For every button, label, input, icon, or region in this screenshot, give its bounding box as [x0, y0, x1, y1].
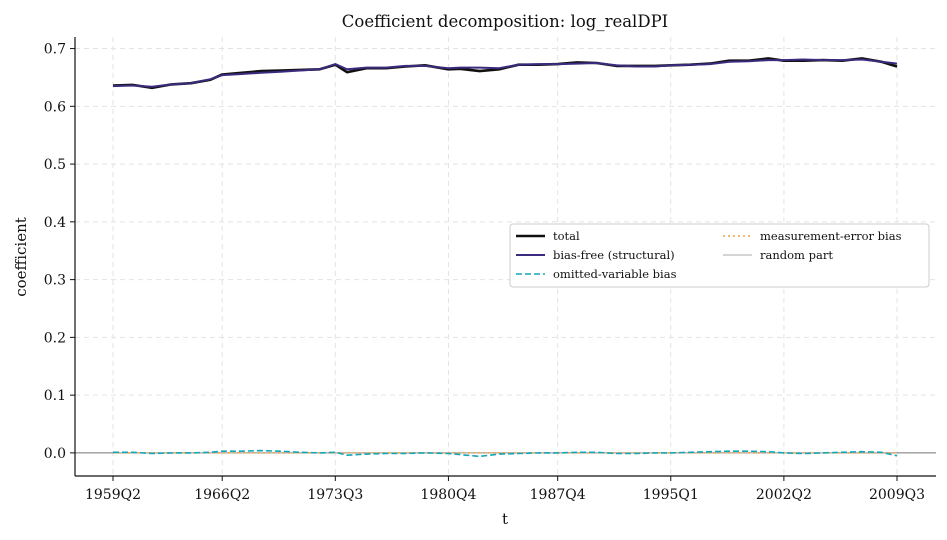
series-line-total [112, 57, 898, 90]
legend: total bias-free (structural) omitted-varia… [509, 223, 930, 288]
y-tick-label: 0.3 [44, 273, 66, 289]
chart-title: Coefficient decomposition: log_realDPI [342, 12, 668, 31]
series-lines [112, 57, 898, 458]
y-tick-label: 0.1 [44, 388, 66, 404]
y-tick-label: 0.4 [44, 215, 66, 231]
x-tick-label: 1959Q2 [85, 487, 141, 503]
legend-box [509, 223, 930, 288]
y-tick-label: 0.2 [44, 330, 66, 346]
x-tick-label: 1980Q4 [420, 487, 476, 503]
legend-label-random-part: random part [760, 248, 833, 262]
x-tick-label: 1987Q4 [530, 487, 586, 503]
y-tick-label: 0.7 [44, 42, 66, 58]
x-tick-label: 2009Q3 [869, 487, 925, 503]
y-tick-label: 0.5 [44, 157, 66, 173]
y-tick-label: 0.0 [44, 446, 66, 462]
series-line-bias-free-structural [112, 58, 898, 88]
axes [70, 37, 936, 481]
x-axis-label: t [502, 510, 508, 528]
legend-label-total: total [553, 229, 580, 243]
x-tick-label: 1995Q1 [643, 487, 699, 503]
x-tick-label: 1966Q2 [194, 487, 250, 503]
y-tick-label: 0.6 [44, 99, 66, 115]
legend-label-omitted-variable-bias: omitted-variable bias [553, 267, 677, 281]
x-tick-label: 2002Q2 [756, 487, 812, 503]
legend-label-measurement-error-bias: measurement-error bias [760, 229, 902, 243]
legend-label-bias-free-structural: bias-free (structural) [553, 248, 675, 262]
series-line-omitted-variable-bias [113, 449, 898, 458]
y-axis-label: coefficient [12, 217, 30, 297]
x-tick-label: 1973Q3 [307, 487, 363, 503]
tick-labels: 0.0 0.1 0.2 0.3 0.4 0.5 0.6 0.7 1959Q2 1966Q2 1973… [44, 42, 925, 503]
